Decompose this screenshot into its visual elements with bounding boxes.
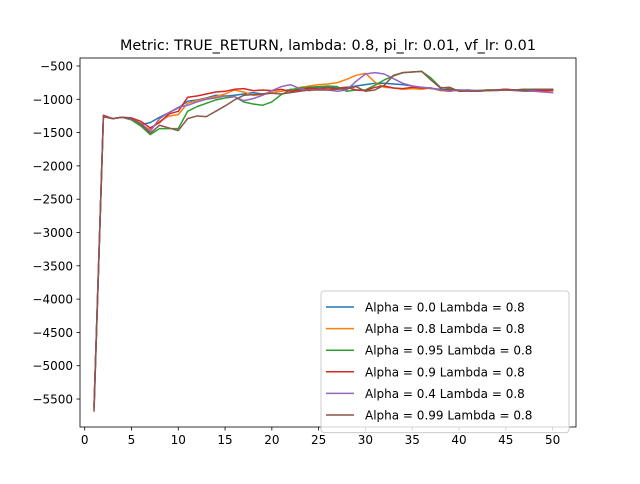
x-tick-label: 35 <box>405 433 420 447</box>
y-tick-label: −500 <box>40 59 73 73</box>
x-tick-label: 40 <box>451 433 466 447</box>
plot-lines <box>93 70 554 412</box>
x-tick-label: 10 <box>171 433 186 447</box>
y-tick-label: −3500 <box>32 259 73 273</box>
y-tick-label: −4000 <box>32 293 73 307</box>
y-tick-label: −3000 <box>32 226 73 240</box>
legend-label-1: Alpha = 0.8 Lambda = 0.8 <box>365 322 525 336</box>
y-tick-label: −5500 <box>32 393 73 407</box>
x-tick-label: 30 <box>358 433 373 447</box>
chart-title: Metric: TRUE_RETURN, lambda: 0.8, pi_lr:… <box>120 38 536 54</box>
x-axis: 0 5 10 15 20 25 30 35 40 45 50 <box>81 427 560 447</box>
legend-label-4: Alpha = 0.4 Lambda = 0.8 <box>365 387 525 401</box>
y-tick-label: −5000 <box>32 359 73 373</box>
legend-label-3: Alpha = 0.9 Lambda = 0.8 <box>365 365 525 379</box>
x-tick-label: 0 <box>81 433 89 447</box>
y-tick-label: −1000 <box>32 93 73 107</box>
y-tick-label: −4500 <box>32 326 73 340</box>
x-tick-label: 5 <box>128 433 136 447</box>
y-axis: −5500 −5000 −4500 −4000 −3500 −3000 −2500 −2000… <box>32 59 80 407</box>
x-tick-label: 50 <box>545 433 560 447</box>
legend-box <box>320 290 570 434</box>
x-tick-label: 25 <box>311 433 326 447</box>
legend-label-5: Alpha = 0.99 Lambda = 0.8 <box>365 409 532 423</box>
legend-label-0: Alpha = 0.0 Lambda = 0.8 <box>365 301 525 315</box>
series-line-5 <box>93 70 554 412</box>
x-tick-label: 15 <box>217 433 232 447</box>
legend-label-2: Alpha = 0.95 Lambda = 0.8 <box>365 344 532 358</box>
y-tick-label: −2000 <box>32 159 73 173</box>
y-tick-label: −2500 <box>32 193 73 207</box>
x-tick-label: 45 <box>498 433 513 447</box>
x-tick-label: 20 <box>264 433 279 447</box>
legend: Alpha = 0.0 Lambda = 0.8 Alpha = 0.8 Lamb… <box>320 290 570 434</box>
y-tick-label: −1500 <box>32 126 73 140</box>
